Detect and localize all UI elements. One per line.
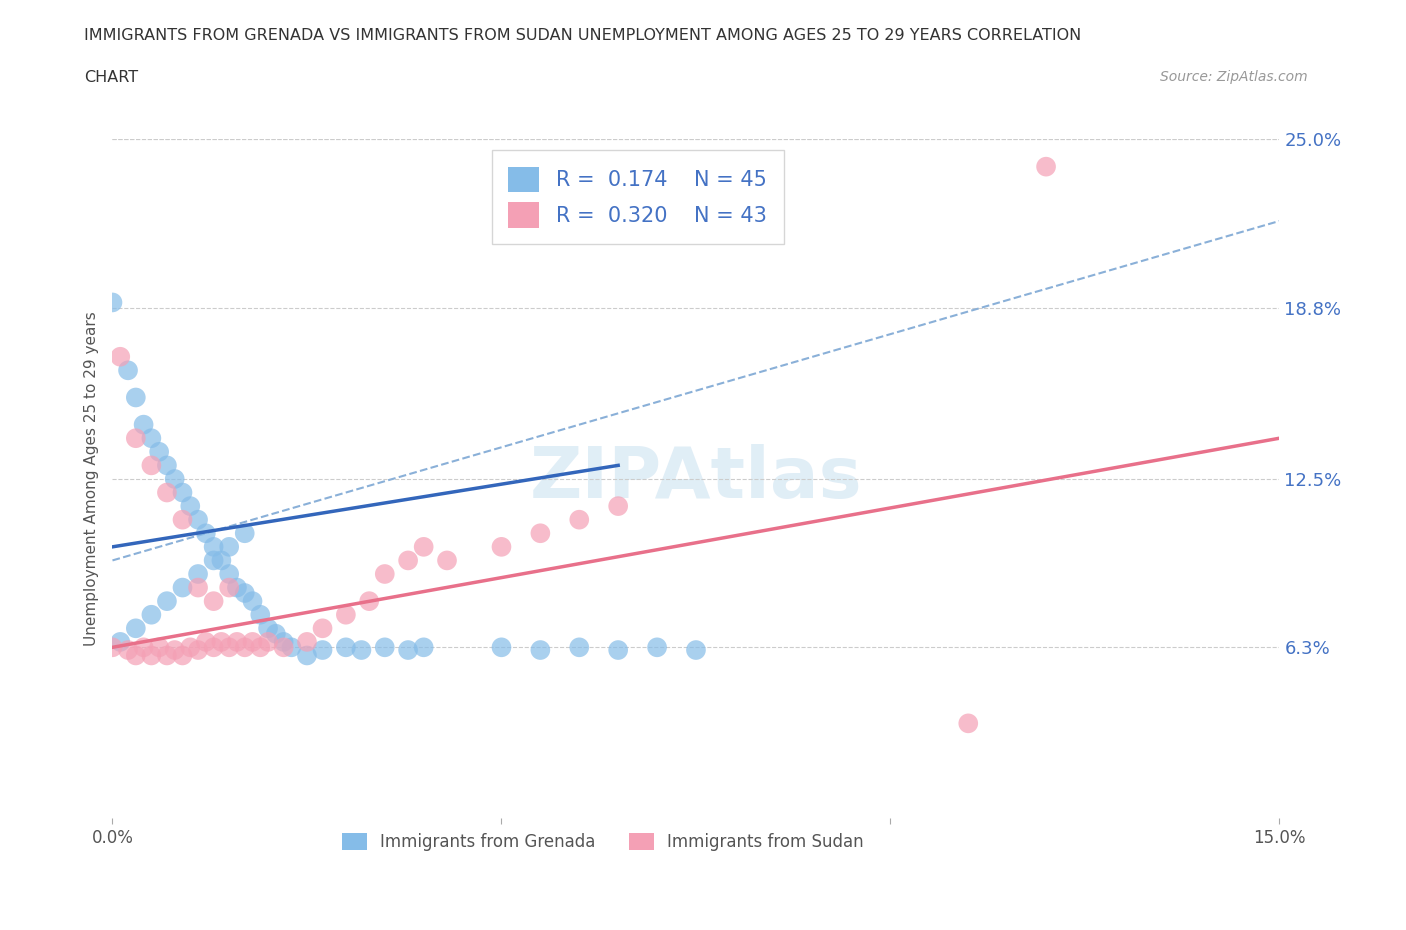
- Point: [295, 634, 318, 649]
- Point: [249, 607, 271, 622]
- Point: [257, 634, 280, 649]
- Point: [163, 472, 186, 486]
- Point: [179, 640, 201, 655]
- Point: [179, 498, 201, 513]
- Point: [311, 621, 333, 636]
- Text: Source: ZipAtlas.com: Source: ZipAtlas.com: [1160, 70, 1308, 84]
- Point: [172, 512, 194, 527]
- Point: [226, 580, 249, 595]
- Point: [141, 607, 163, 622]
- Point: [295, 648, 318, 663]
- Point: [335, 607, 357, 622]
- Point: [125, 621, 148, 636]
- Point: [607, 643, 630, 658]
- Y-axis label: Unemployment Among Ages 25 to 29 years: Unemployment Among Ages 25 to 29 years: [83, 312, 98, 646]
- Point: [568, 512, 591, 527]
- Point: [141, 648, 163, 663]
- Point: [156, 485, 179, 500]
- Point: [202, 553, 225, 568]
- Point: [117, 363, 139, 378]
- Point: [957, 716, 980, 731]
- Point: [125, 431, 148, 445]
- Point: [412, 640, 434, 655]
- Point: [350, 643, 373, 658]
- Point: [117, 643, 139, 658]
- Point: [311, 643, 333, 658]
- Text: ZIPAtlas: ZIPAtlas: [530, 445, 862, 513]
- Point: [264, 626, 287, 641]
- Point: [194, 634, 217, 649]
- Point: [156, 458, 179, 472]
- Point: [412, 539, 434, 554]
- Point: [218, 580, 240, 595]
- Point: [141, 431, 163, 445]
- Point: [110, 350, 132, 365]
- Point: [125, 648, 148, 663]
- Point: [529, 525, 551, 540]
- Point: [172, 648, 194, 663]
- Point: [218, 539, 240, 554]
- Point: [335, 640, 357, 655]
- Point: [491, 640, 513, 655]
- Point: [436, 553, 458, 568]
- Point: [257, 621, 280, 636]
- Point: [607, 498, 630, 513]
- Point: [101, 295, 124, 310]
- Point: [1035, 159, 1057, 174]
- Point: [172, 580, 194, 595]
- Point: [249, 640, 271, 655]
- Point: [132, 640, 155, 655]
- Point: [233, 586, 256, 601]
- Point: [187, 580, 209, 595]
- Point: [218, 640, 240, 655]
- Point: [218, 566, 240, 581]
- Point: [194, 525, 217, 540]
- Point: [187, 512, 209, 527]
- Point: [226, 634, 249, 649]
- Point: [209, 553, 232, 568]
- Point: [645, 640, 668, 655]
- Point: [242, 593, 264, 608]
- Point: [187, 566, 209, 581]
- Point: [101, 640, 124, 655]
- Point: [396, 553, 419, 568]
- Point: [359, 593, 381, 608]
- Point: [529, 643, 551, 658]
- Point: [148, 445, 170, 459]
- Point: [202, 593, 225, 608]
- Point: [156, 593, 179, 608]
- Point: [233, 525, 256, 540]
- Point: [132, 418, 155, 432]
- Point: [568, 640, 591, 655]
- Point: [202, 539, 225, 554]
- Point: [491, 539, 513, 554]
- Text: CHART: CHART: [84, 70, 138, 85]
- Point: [202, 640, 225, 655]
- Point: [242, 634, 264, 649]
- Point: [187, 643, 209, 658]
- Point: [141, 458, 163, 472]
- Point: [125, 390, 148, 405]
- Point: [273, 640, 295, 655]
- Point: [148, 640, 170, 655]
- Point: [396, 643, 419, 658]
- Point: [172, 485, 194, 500]
- Point: [110, 634, 132, 649]
- Text: IMMIGRANTS FROM GRENADA VS IMMIGRANTS FROM SUDAN UNEMPLOYMENT AMONG AGES 25 TO 2: IMMIGRANTS FROM GRENADA VS IMMIGRANTS FR…: [84, 28, 1081, 43]
- Point: [273, 634, 295, 649]
- Point: [374, 640, 396, 655]
- Point: [209, 634, 232, 649]
- Point: [156, 648, 179, 663]
- Point: [374, 566, 396, 581]
- Point: [685, 643, 707, 658]
- Point: [280, 640, 302, 655]
- Point: [233, 640, 256, 655]
- Legend: Immigrants from Grenada, Immigrants from Sudan: Immigrants from Grenada, Immigrants from…: [335, 826, 870, 857]
- Point: [163, 643, 186, 658]
